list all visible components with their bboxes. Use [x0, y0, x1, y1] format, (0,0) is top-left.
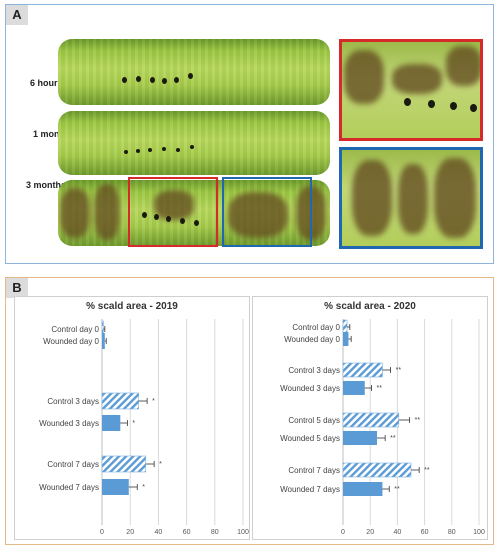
x-tick-label-0: 0 — [341, 529, 345, 536]
row-label-6-hours: 6 hours — [30, 78, 63, 88]
bar — [343, 482, 383, 496]
x-tick-label-20: 20 — [366, 529, 374, 536]
x-tick-label-100: 100 — [237, 529, 249, 536]
significance-mark: ** — [415, 417, 421, 424]
significance-mark: ** — [424, 467, 430, 474]
x-tick-label-40: 40 — [155, 529, 163, 536]
bar — [342, 412, 400, 428]
significance-mark: ** — [396, 367, 402, 374]
bar — [342, 362, 383, 378]
x-tick-label-60: 60 — [183, 529, 191, 536]
category-label: Control 7 days — [47, 460, 99, 469]
x-tick-label-60: 60 — [421, 529, 429, 536]
bar — [101, 392, 139, 410]
category-label: Wounded 3 days — [39, 419, 99, 428]
panel-a: A 6 hours 1 month 3 months — [5, 4, 494, 264]
bar — [342, 319, 348, 335]
category-label: Wounded 5 days — [280, 434, 340, 443]
chart-2019-title: % scald area - 2019 — [86, 301, 178, 312]
x-tick-label-0: 0 — [100, 529, 104, 536]
significance-mark: ** — [394, 486, 400, 493]
red-marker-box — [128, 177, 218, 247]
category-label: Wounded 3 days — [280, 384, 340, 393]
significance-mark: * — [132, 420, 135, 427]
bar — [102, 479, 129, 495]
category-label: Control day 0 — [51, 325, 99, 334]
row-label-3-months: 3 months — [26, 180, 67, 190]
fruit-photo-3-months — [58, 180, 330, 246]
panel-a-tag: A — [6, 5, 28, 25]
category-label: Control 7 days — [288, 466, 340, 475]
bar — [343, 332, 349, 346]
panel-b-tag: B — [6, 278, 28, 298]
chart-2019: % scald area - 2019 0 20 40 60 80 100% Control… — [14, 296, 250, 540]
bar — [342, 462, 412, 478]
bar — [343, 431, 377, 445]
x-tick-label-80: 80 — [211, 529, 219, 536]
category-label: Control 3 days — [288, 366, 340, 375]
category-label: Wounded 7 days — [280, 485, 340, 494]
significance-mark: ** — [377, 385, 383, 392]
bar — [102, 415, 121, 431]
chart-2019-svg: 0 20 40 60 80 100% Control day 0 Wounded day 0 C… — [39, 319, 249, 539]
chart-2020-svg: 0 20 40 60 80 100% Control day 0 Wounded day 0 C… — [280, 319, 485, 539]
category-label: Control 5 days — [288, 416, 340, 425]
significance-mark: * — [152, 398, 155, 405]
bar — [343, 381, 365, 395]
category-label: Wounded day 0 — [284, 335, 340, 344]
fruit-photo-6-hours — [58, 39, 330, 105]
x-tick-label-20: 20 — [126, 529, 134, 536]
chart-2020-title: % scald area - 2020 — [324, 301, 416, 312]
category-label: Control day 0 — [292, 323, 340, 332]
panel-b: B % scald area - 2019 0 20 40 60 80 100% Contr… — [5, 277, 494, 545]
zoom-photo-red — [339, 39, 483, 141]
blue-marker-box — [222, 177, 312, 247]
bar — [101, 455, 147, 473]
category-label: Control 3 days — [47, 397, 99, 406]
significance-mark: ** — [390, 435, 396, 442]
x-axis-label: % — [371, 538, 378, 539]
x-axis-label: % — [131, 538, 138, 539]
category-label: Wounded day 0 — [43, 337, 99, 346]
x-tick-label-40: 40 — [394, 529, 402, 536]
zoom-photo-blue — [339, 147, 483, 249]
x-tick-label-80: 80 — [448, 529, 456, 536]
significance-mark: * — [159, 461, 162, 468]
significance-mark: * — [142, 484, 145, 491]
x-tick-label-100: 100 — [473, 529, 485, 536]
fruit-photo-1-month — [58, 111, 330, 175]
row-label-1-month: 1 month — [33, 129, 68, 139]
bar — [102, 333, 105, 349]
category-label: Wounded 7 days — [39, 483, 99, 492]
chart-2020: % scald area - 2020 0 20 40 60 80 100% Control… — [252, 296, 488, 540]
